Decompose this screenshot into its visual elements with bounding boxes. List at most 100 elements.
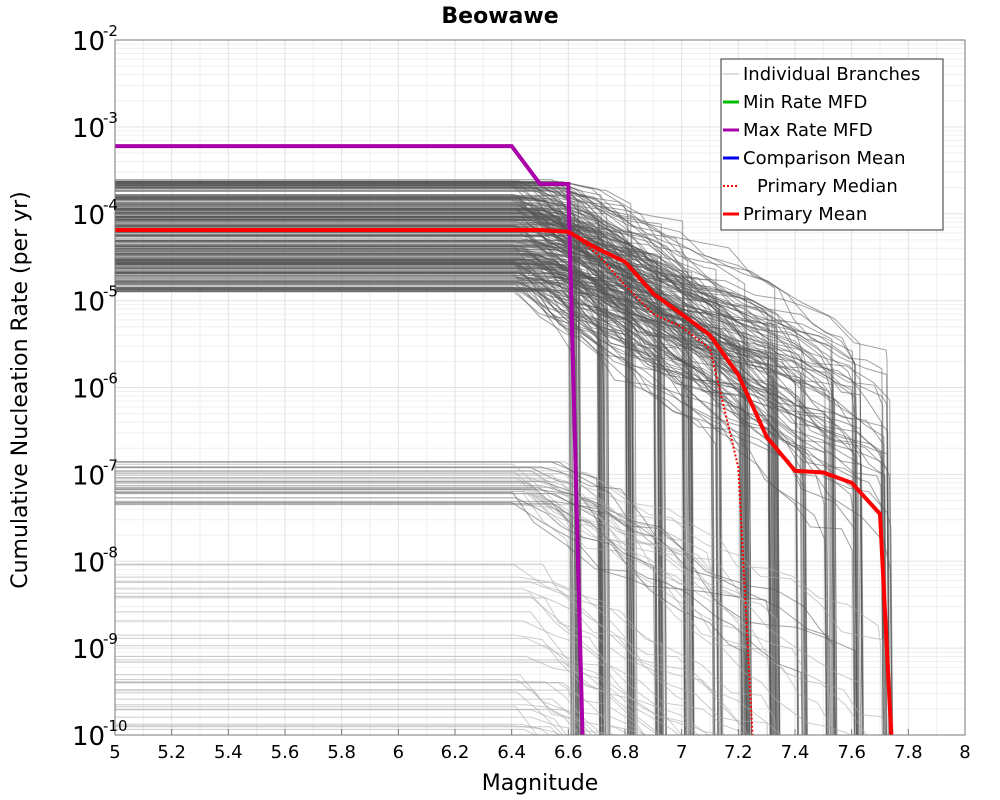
branch-line (115, 204, 660, 735)
branch-line (115, 497, 803, 735)
branch-line (115, 681, 605, 735)
y-tick-exponent: -10 (103, 717, 128, 735)
branch-line (115, 704, 581, 735)
y-tick-base: 10 (72, 722, 105, 752)
branch-line (115, 661, 663, 735)
y-tick-exponent: -9 (103, 630, 118, 648)
x-tick-label: 7.8 (894, 742, 923, 763)
x-tick-label: 7.2 (724, 742, 753, 763)
branch-line (115, 234, 805, 735)
branch-line (115, 197, 719, 735)
legend-box (720, 58, 944, 231)
y-tick-base: 10 (72, 288, 105, 318)
branch-line (115, 282, 603, 735)
branch-line (115, 216, 856, 735)
y-axis-ticks: 10-210-310-410-510-610-710-810-910-10 (72, 22, 128, 752)
max-rate-mfd-line (115, 144, 585, 735)
branch-line (115, 620, 700, 735)
y-tick-base: 10 (72, 375, 105, 405)
legend-label: Primary Mean (743, 204, 867, 225)
series-lines (115, 144, 894, 735)
branch-line (115, 290, 573, 735)
branch-line (115, 224, 887, 735)
branch-line (115, 682, 649, 735)
y-tick: 10-9 (72, 630, 118, 665)
y-tick-exponent: -3 (103, 109, 118, 127)
branch-line (115, 288, 884, 735)
legend-label: Min Rate MFD (743, 92, 867, 113)
chart-title: Beowawe (441, 4, 558, 29)
branch-line (115, 467, 883, 735)
primary-median-line (115, 229, 754, 735)
y-tick-base: 10 (72, 635, 105, 665)
branch-line (115, 645, 731, 735)
branch-line (115, 249, 602, 735)
x-tick-label: 8 (959, 742, 970, 763)
x-tick-label: 5.6 (271, 742, 300, 763)
branch-line (115, 205, 748, 735)
branch-line (115, 247, 744, 735)
branch-line (115, 597, 782, 735)
y-tick-base: 10 (72, 201, 105, 231)
x-tick-label: 6.8 (611, 742, 640, 763)
x-tick-label: 6.6 (554, 742, 583, 763)
y-tick-exponent: -7 (103, 456, 118, 474)
y-tick: 10-10 (72, 717, 128, 752)
branch-line (115, 581, 776, 735)
legend-label: Comparison Mean (743, 148, 906, 169)
branch-line (115, 272, 890, 735)
branch-line (115, 674, 598, 735)
branch-line (115, 596, 683, 735)
branch-line (115, 689, 588, 735)
branch-line (115, 723, 562, 735)
y-tick-exponent: -6 (103, 370, 118, 388)
branch-line (115, 182, 750, 735)
branch-line (115, 709, 568, 735)
branch-line (115, 218, 886, 735)
branch-line (115, 280, 694, 735)
x-tick-label: 5.2 (157, 742, 186, 763)
branch-line (115, 726, 559, 735)
branch-line (115, 226, 751, 735)
branch-line (115, 576, 664, 735)
legend-label: Max Rate MFD (743, 120, 873, 141)
branch-line (115, 279, 716, 735)
x-tick-label: 6.2 (441, 742, 470, 763)
y-tick: 10-2 (72, 22, 118, 57)
branch-line (115, 634, 711, 735)
x-tick-label: 7 (676, 742, 687, 763)
x-tick-label: 6.4 (497, 742, 526, 763)
branch-line (115, 183, 863, 735)
legend-label: Primary Median (757, 176, 898, 197)
branch-line (115, 466, 659, 735)
x-axis-ticks: 5 5.2 5.4 5.6 5.8 6 6.2 6.4 6.6 6.8 7 7.2 7.4 7.6 7.8 8 (109, 729, 971, 763)
x-tick-label: 5.8 (327, 742, 356, 763)
branch-line (115, 659, 664, 735)
branch-line (115, 471, 694, 735)
x-tick-label: 5 (109, 742, 120, 763)
branch-line (115, 262, 803, 735)
y-tick-base: 10 (72, 114, 105, 144)
branch-line (115, 233, 610, 735)
branch-line (115, 272, 800, 735)
y-tick: 10-5 (72, 283, 118, 318)
y-tick-exponent: -4 (103, 196, 118, 214)
y-tick: 10-6 (72, 370, 118, 405)
branch-line (115, 487, 693, 735)
branch-line (115, 181, 605, 735)
plot-frame (114, 39, 966, 736)
branch-line (115, 208, 744, 735)
branch-line (115, 461, 837, 735)
y-tick-base: 10 (72, 548, 105, 578)
branch-line (115, 244, 888, 735)
branch-line (115, 488, 884, 735)
individual-branches (115, 179, 894, 735)
branch-line (115, 581, 751, 735)
legend: Individual Branches Min Rate MFD Max Rate … (720, 58, 944, 231)
branch-line (115, 588, 740, 735)
branch-line (115, 706, 539, 735)
y-tick: 10-3 (72, 109, 118, 144)
branch-line (115, 291, 719, 735)
x-axis-label: Magnitude (482, 771, 599, 796)
